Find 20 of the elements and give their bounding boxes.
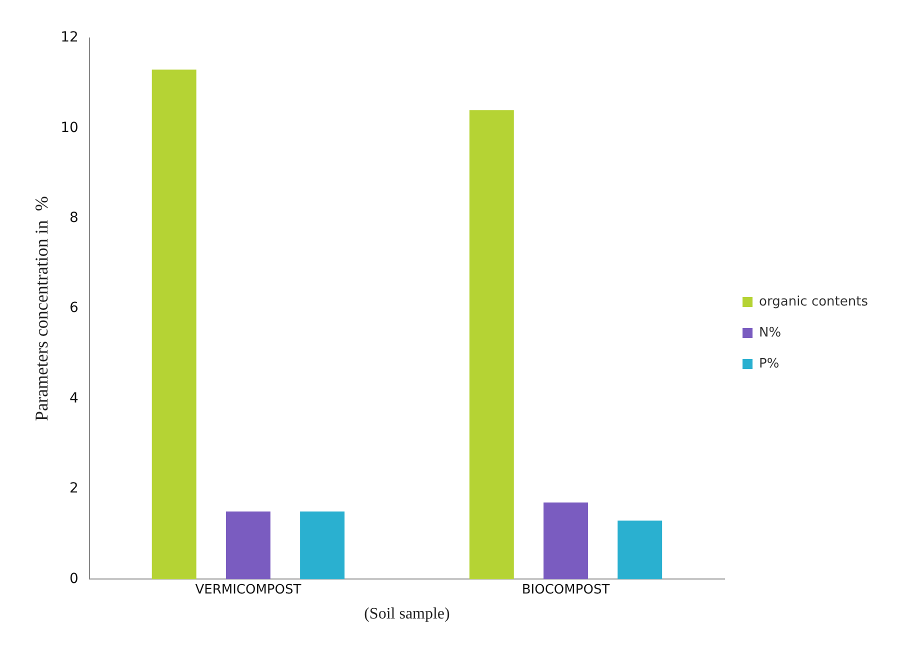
x-axis-title: (Soil sample): [364, 606, 450, 623]
y-tick-label: 4: [69, 390, 78, 406]
legend-label: organic contents: [759, 294, 868, 310]
y-tick-label: 10: [60, 120, 78, 136]
y-tick-label: 6: [69, 300, 78, 316]
x-tick-label: VERMICOMPOST: [195, 582, 302, 598]
bar: [300, 512, 345, 580]
bar: [618, 520, 662, 580]
y-tick-label: 0: [69, 570, 78, 587]
bar: [226, 512, 270, 580]
y-tick-label: 2: [69, 480, 78, 497]
x-tick-label: BIOCOMPOST: [522, 582, 610, 598]
legend-label: N%: [759, 325, 782, 340]
legend-label: P%: [759, 356, 780, 372]
y-axis-title: Parameters concentration in %: [32, 196, 52, 422]
y-tick-label: 8: [69, 210, 78, 226]
bar: [152, 70, 196, 580]
y-tick-label: 12: [60, 30, 78, 46]
bar: [544, 502, 588, 580]
bar: [469, 110, 514, 580]
